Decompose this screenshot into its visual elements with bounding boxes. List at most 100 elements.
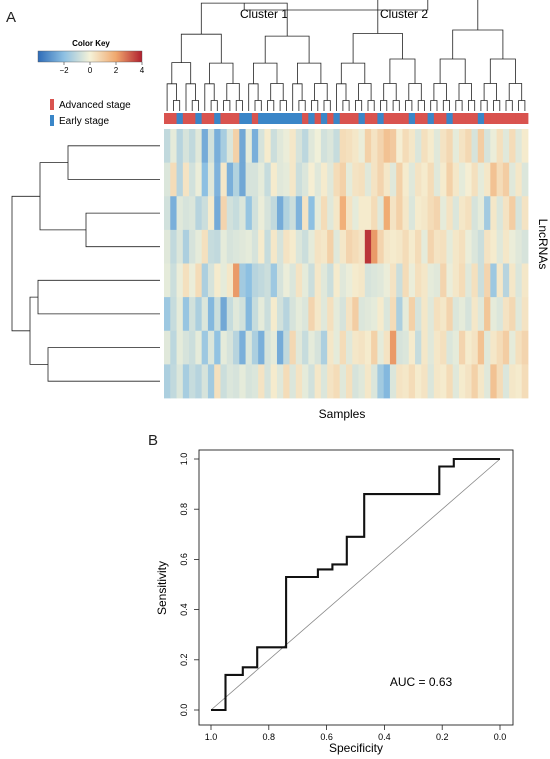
heatmap-cell (164, 330, 171, 365)
heatmap-cell (314, 297, 322, 332)
stage-bar-cell (415, 113, 422, 124)
heatmap-cell (220, 263, 228, 298)
heatmap-cell (207, 364, 215, 399)
heatmap-cell (452, 330, 460, 365)
dendrogram-branch (39, 162, 86, 231)
heatmap-cell (251, 263, 259, 298)
dendrogram-branch (392, 100, 400, 111)
heatmap-cell (465, 162, 472, 197)
heatmap-cell (258, 162, 265, 197)
heatmap-cell (295, 196, 303, 231)
heatmap-cell (220, 364, 228, 399)
heatmap-cell (477, 330, 485, 365)
stage-bar-cell (358, 113, 366, 124)
heatmap-cell (484, 129, 491, 164)
stage-bar-cell (164, 113, 171, 124)
heatmap-cell (258, 364, 265, 399)
heatmap-cell (465, 229, 472, 264)
heatmap-cell (446, 364, 454, 399)
heatmap-cell (258, 330, 265, 365)
heatmap-cell (502, 162, 510, 197)
heatmap-cell (346, 364, 353, 399)
dendrogram-branch (433, 83, 447, 101)
heatmap-cell (440, 330, 447, 365)
heatmap-cell (509, 162, 516, 197)
heatmap-cell (377, 129, 385, 164)
heatmap-cell (327, 229, 334, 264)
heatmap-cell (320, 330, 328, 365)
color-key-bar (37, 50, 143, 63)
heatmap-cell (446, 196, 454, 231)
dendrogram-branch (452, 29, 504, 59)
heatmap-cell (402, 162, 410, 197)
heatmap-cell (233, 129, 240, 164)
heatmap-cell (239, 297, 246, 332)
heatmap-cell (477, 162, 485, 197)
heatmap-cell (314, 364, 322, 399)
dendrogram-branch (518, 100, 526, 111)
heatmap-cells (164, 129, 529, 399)
heatmap-cell (402, 330, 410, 365)
stage-bar-cell (302, 113, 309, 124)
heatmap-cell (440, 129, 447, 164)
heatmap-cell (521, 129, 529, 164)
heatmap-cell (214, 297, 221, 332)
heatmap-cell (383, 196, 391, 231)
stage-bar-cell (433, 113, 441, 124)
dendrogram-branch (67, 145, 160, 180)
heatmap-cell (207, 129, 215, 164)
heatmap-cell (327, 330, 334, 365)
heatmap-cell (176, 364, 184, 399)
heatmap-cell (358, 129, 366, 164)
heatmap-cell (289, 129, 297, 164)
heatmap-cell (182, 196, 190, 231)
cluster-1-label: Cluster 1 (240, 7, 288, 21)
heatmap-cell (245, 129, 253, 164)
dendrogram-branch (311, 100, 319, 111)
heatmap-cell (415, 196, 422, 231)
heatmap-cell (201, 364, 209, 399)
stage-bar-cell (289, 113, 297, 124)
heatmap-cell (458, 162, 466, 197)
heatmap-cell (333, 129, 341, 164)
heatmap-cell (433, 297, 441, 332)
heatmap-cell (515, 162, 523, 197)
legend-advanced-label: Advanced stage (59, 100, 131, 111)
heatmap-cell (214, 162, 221, 197)
heatmap-cell (377, 229, 385, 264)
heatmap-cell (207, 229, 215, 264)
heatmap-cell (226, 196, 234, 231)
heatmap-cell (251, 196, 259, 231)
heatmap-cell (207, 330, 215, 365)
heatmap-cell (440, 162, 447, 197)
heatmap-cell (458, 263, 466, 298)
heatmap-cell (289, 196, 297, 231)
heatmap-cell (308, 330, 316, 365)
dendrogram-branch (210, 100, 218, 111)
heatmap-cell (276, 129, 284, 164)
heatmap-cell (471, 162, 479, 197)
heatmap-cell (408, 297, 416, 332)
heatmap-cell (502, 129, 510, 164)
heatmap-cell (521, 162, 529, 197)
heatmap-cell (421, 263, 428, 298)
heatmap-cell (408, 196, 416, 231)
heatmap-cell (352, 129, 359, 164)
heatmap-cell (358, 263, 366, 298)
dendrogram-branch (253, 62, 278, 84)
heatmap-cell (258, 263, 265, 298)
heatmap-cell (264, 330, 272, 365)
heatmap-cell (421, 297, 428, 332)
heatmap-cell (170, 129, 177, 164)
heatmap-cell (245, 297, 253, 332)
heatmap-cell (490, 196, 498, 231)
color-key-title: Color Key (72, 39, 110, 48)
heatmap-cell (182, 229, 190, 264)
heatmap-cell (446, 229, 454, 264)
heatmap-cell (264, 297, 272, 332)
stage-bar-cell (201, 113, 209, 124)
heatmap-cell (201, 330, 209, 365)
heatmap-cell (214, 229, 221, 264)
heatmap-cell (264, 229, 272, 264)
heatmap-cell (371, 263, 378, 298)
